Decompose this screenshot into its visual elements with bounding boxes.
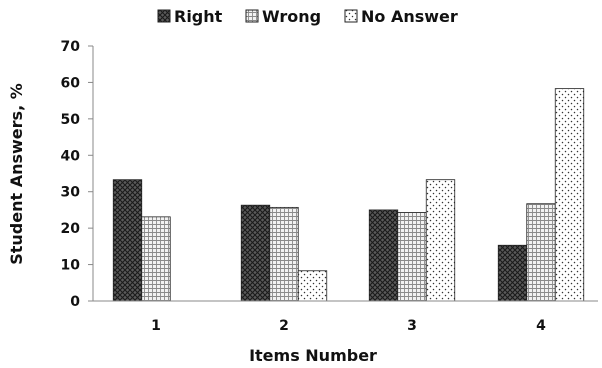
bar-no-answer-item-4	[554, 88, 585, 302]
y-tick-label: 20	[61, 221, 81, 237]
legend: Right Wrong No Answer	[157, 7, 458, 26]
bar-wrong-item-2	[269, 206, 299, 302]
bar-right-item-1	[112, 179, 143, 302]
legend-swatch-wrong	[245, 9, 259, 23]
x-tick-label: 2	[279, 318, 289, 334]
y-tick-label: 0	[70, 294, 80, 310]
y-tick-label: 60	[61, 75, 81, 91]
y-tick-label: 50	[61, 112, 81, 128]
bar-right-item-3	[368, 209, 399, 302]
x-axis-ticks: 1 2 3 4	[151, 318, 546, 334]
bar-right-item-2	[240, 204, 271, 302]
legend-label: Wrong	[262, 7, 321, 26]
y-axis-title: Student Answers, %	[7, 83, 26, 265]
bar-right-item-4	[497, 244, 528, 302]
x-axis-title: Items Number	[249, 346, 377, 365]
y-tick-label: 40	[61, 148, 81, 164]
legend-swatch-no-answer	[344, 9, 358, 23]
bars	[112, 88, 585, 302]
bar-no-answer-item-2	[297, 270, 328, 302]
y-tick-label: 10	[61, 258, 81, 274]
x-tick-label: 1	[151, 318, 161, 334]
y-tick-label: 70	[61, 39, 81, 55]
y-tick-label: 30	[61, 185, 81, 201]
legend-swatch-right	[157, 9, 171, 23]
legend-label: No Answer	[361, 7, 458, 26]
bar-wrong-item-1	[141, 216, 171, 302]
bar-wrong-item-4	[526, 203, 556, 302]
y-axis-ticks: 0 10 20 30 40 50 60 70	[61, 39, 93, 310]
x-tick-label: 4	[536, 318, 546, 334]
x-tick-label: 3	[407, 318, 417, 334]
legend-label: Right	[174, 7, 223, 26]
bar-no-answer-item-3	[425, 179, 456, 302]
bar-wrong-item-3	[397, 212, 427, 302]
